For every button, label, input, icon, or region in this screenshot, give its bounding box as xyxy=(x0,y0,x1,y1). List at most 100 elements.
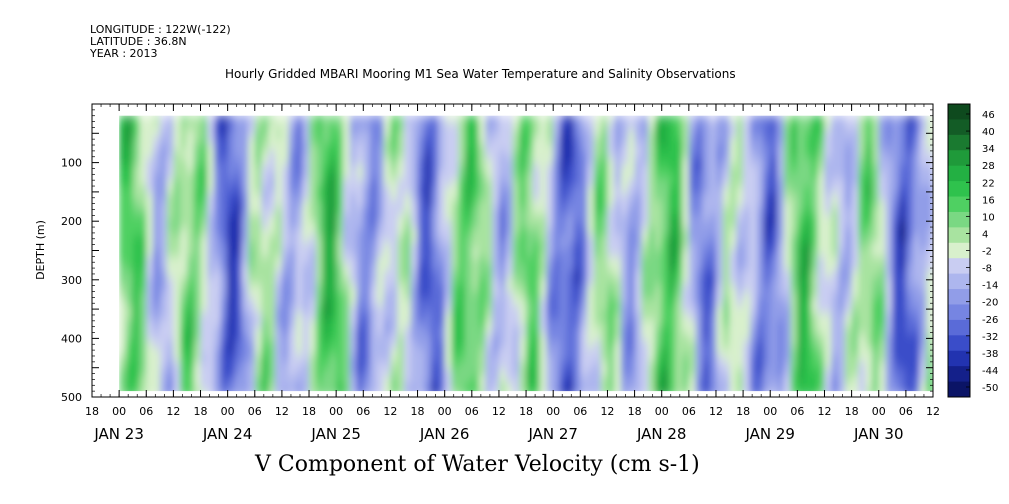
heatmap-cell xyxy=(675,214,683,222)
heatmap-cell xyxy=(553,368,561,377)
heatmap-cell xyxy=(824,122,832,131)
heatmap-cell xyxy=(682,207,690,215)
heatmap-cell xyxy=(648,214,656,222)
heatmap-cell xyxy=(580,284,588,293)
heatmap-cell xyxy=(783,242,792,250)
heatmap-cell xyxy=(214,375,222,384)
heatmap-cell xyxy=(919,150,927,159)
heatmap-cell xyxy=(919,193,927,201)
heatmap-cell xyxy=(261,305,269,314)
heatmap-cell xyxy=(858,270,866,278)
heatmap-cell xyxy=(729,256,737,264)
heatmap-cell xyxy=(173,136,181,145)
heatmap-cell xyxy=(770,326,778,335)
heatmap-cell xyxy=(851,136,859,145)
heatmap-cell xyxy=(621,186,629,194)
heatmap-cell xyxy=(783,354,792,363)
heatmap-cell xyxy=(817,207,826,215)
heatmap-cell xyxy=(363,312,371,321)
heatmap-cell xyxy=(614,277,622,286)
heatmap-cell xyxy=(275,136,283,145)
heatmap-cell xyxy=(166,382,174,391)
heatmap-cell xyxy=(519,143,527,152)
heatmap-cell xyxy=(634,256,642,264)
heatmap-cell xyxy=(587,256,595,264)
heatmap-cell xyxy=(207,340,215,349)
heatmap-cell xyxy=(743,270,751,278)
heatmap-cell xyxy=(587,291,595,300)
heatmap-cell xyxy=(336,221,344,229)
heatmap-cell xyxy=(431,200,439,208)
heatmap-cell xyxy=(302,235,310,243)
heatmap-cell xyxy=(621,200,629,208)
heatmap-cell xyxy=(410,340,419,349)
heatmap-cell xyxy=(383,263,391,271)
heatmap-cell xyxy=(770,305,778,314)
heatmap-cell xyxy=(926,157,933,166)
heatmap-cell xyxy=(634,361,642,370)
heatmap-cell xyxy=(200,326,208,335)
heatmap-cell xyxy=(709,157,717,166)
heatmap-cell xyxy=(526,221,534,229)
heatmap-cell xyxy=(743,368,751,377)
heatmap-cell xyxy=(424,235,432,243)
heatmap-cell xyxy=(614,291,622,300)
heatmap-cell xyxy=(770,382,778,391)
heatmap-cell xyxy=(905,249,914,257)
heatmap-cell xyxy=(661,354,670,363)
heatmap-cell xyxy=(125,164,134,173)
heatmap-cell xyxy=(817,333,826,342)
heatmap-cell xyxy=(424,298,432,307)
heatmap-cell xyxy=(743,298,751,307)
heatmap-cell xyxy=(492,263,500,271)
heatmap-cell xyxy=(804,319,812,328)
heatmap-cell xyxy=(892,179,900,187)
heatmap-cell xyxy=(749,291,758,300)
heatmap-cell xyxy=(756,249,765,257)
heatmap-cell xyxy=(885,242,893,250)
heatmap-cell xyxy=(885,256,893,264)
heatmap-cell xyxy=(356,319,364,328)
heatmap-cell xyxy=(492,122,500,131)
heatmap-cell xyxy=(159,214,168,222)
heatmap-cell xyxy=(146,221,154,229)
heatmap-cell xyxy=(336,235,344,243)
heatmap-cell xyxy=(878,333,887,342)
heatmap-cell xyxy=(254,214,263,222)
heatmap-cell xyxy=(627,319,636,328)
heatmap-cell xyxy=(688,263,697,271)
heatmap-cell xyxy=(553,333,561,342)
heatmap-cell xyxy=(383,298,391,307)
heatmap-cell xyxy=(926,249,933,257)
heatmap-cell xyxy=(885,207,893,215)
heatmap-cell xyxy=(214,150,222,159)
heatmap-cell xyxy=(315,277,324,286)
heatmap-cell xyxy=(342,312,351,321)
heatmap-cell xyxy=(532,129,541,138)
heatmap-cell xyxy=(241,298,249,307)
heatmap-cell xyxy=(302,382,310,391)
heatmap-cell xyxy=(797,235,805,243)
heatmap-cell xyxy=(404,347,412,356)
heatmap-cell xyxy=(444,143,453,152)
heatmap-cell xyxy=(614,115,622,124)
heatmap-cell xyxy=(587,115,595,124)
heatmap-cell xyxy=(281,333,290,342)
heatmap-cell xyxy=(926,277,933,286)
heatmap-cell xyxy=(390,305,398,314)
heatmap-cell xyxy=(804,326,812,335)
heatmap-cell xyxy=(912,270,921,278)
heatmap-cell xyxy=(607,270,615,278)
heatmap-cell xyxy=(566,347,575,356)
heatmap-cell xyxy=(716,249,724,257)
heatmap-cell xyxy=(892,207,900,215)
heatmap-cell xyxy=(885,354,893,363)
heatmap-cell xyxy=(478,122,486,131)
heatmap-cell xyxy=(159,242,168,250)
heatmap-cell xyxy=(159,200,168,208)
heatmap-cell xyxy=(865,242,873,250)
heatmap-cell xyxy=(227,228,235,236)
heatmap-cell xyxy=(634,221,642,229)
heatmap-cell xyxy=(804,333,812,342)
heatmap-cell xyxy=(268,263,276,271)
